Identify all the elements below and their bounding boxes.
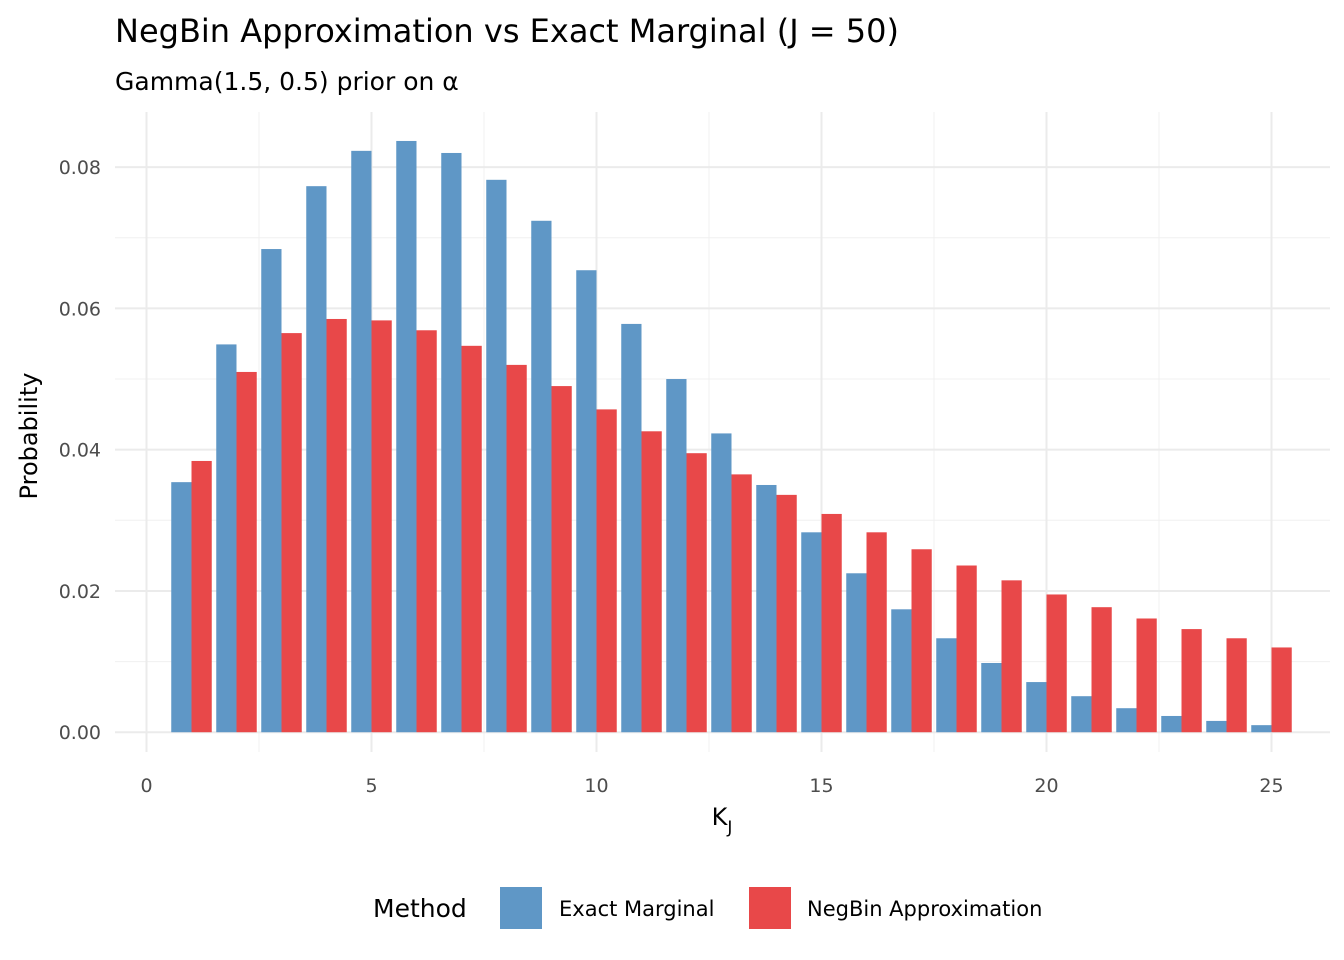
- x-tick-label: 25: [1259, 775, 1283, 797]
- bar-negbin-approximation: [551, 386, 572, 733]
- y-tick-label: 0.08: [59, 157, 101, 179]
- bar-exact-marginal: [1206, 720, 1227, 733]
- bar-negbin-approximation: [1181, 629, 1202, 733]
- bar-exact-marginal: [576, 270, 597, 733]
- bar-exact-marginal: [1071, 696, 1092, 733]
- bar-exact-marginal: [441, 152, 462, 733]
- bar-exact-marginal: [756, 484, 777, 733]
- x-tick-label: 0: [140, 775, 152, 797]
- bar-exact-marginal: [1116, 708, 1137, 733]
- bar-exact-marginal: [306, 186, 327, 733]
- bar-negbin-approximation: [1091, 607, 1112, 733]
- bar-negbin-approximation: [641, 431, 662, 733]
- bar-exact-marginal: [486, 179, 507, 733]
- chart-title: NegBin Approximation vs Exact Marginal (…: [115, 12, 899, 50]
- bar-exact-marginal: [621, 323, 642, 733]
- bar-negbin-approximation: [461, 345, 482, 733]
- bar-exact-marginal: [1251, 725, 1272, 733]
- x-tick-label: 15: [809, 775, 833, 797]
- x-tick-label: 5: [365, 775, 377, 797]
- y-tick-label: 0.06: [59, 298, 101, 320]
- bar-exact-marginal: [1026, 682, 1047, 733]
- y-tick-label: 0.04: [59, 440, 101, 462]
- bar-negbin-approximation: [371, 320, 392, 733]
- bar-negbin-approximation: [1226, 638, 1247, 733]
- bar-negbin-approximation: [596, 409, 617, 733]
- bar-negbin-approximation: [956, 565, 977, 733]
- bar-negbin-approximation: [1136, 618, 1157, 733]
- legend: Method Exact Marginal NegBin Approximati…: [373, 887, 1042, 929]
- bar-exact-marginal: [846, 573, 867, 733]
- bar-negbin-approximation: [731, 474, 752, 733]
- bar-exact-marginal: [531, 220, 552, 733]
- bar-negbin-approximation: [191, 460, 212, 733]
- y-tick-label: 0.02: [59, 581, 101, 603]
- bar-exact-marginal: [936, 638, 957, 733]
- bar-negbin-approximation: [686, 453, 707, 733]
- x-tick-label: 10: [584, 775, 608, 797]
- bar-exact-marginal: [396, 140, 417, 733]
- bar-negbin-approximation: [911, 549, 932, 733]
- bar-negbin-approximation: [776, 494, 797, 733]
- bar-negbin-approximation: [326, 318, 347, 733]
- x-axis-title: KJ: [712, 803, 733, 838]
- legend-label-exact: Exact Marginal: [559, 897, 714, 921]
- x-axis-subscript: J: [726, 818, 732, 838]
- legend-label-negbin: NegBin Approximation: [807, 897, 1042, 921]
- bar-negbin-approximation: [1271, 647, 1292, 733]
- bar-exact-marginal: [801, 532, 822, 733]
- bar-exact-marginal: [891, 609, 912, 733]
- bar-exact-marginal: [261, 249, 282, 733]
- bars: [171, 140, 1292, 733]
- bar-exact-marginal: [171, 482, 192, 733]
- bar-exact-marginal: [216, 344, 237, 733]
- bar-negbin-approximation: [866, 532, 887, 733]
- chart-subtitle: Gamma(1.5, 0.5) prior on α: [115, 67, 459, 96]
- bar-exact-marginal: [351, 150, 372, 733]
- y-axis-title: Probability: [15, 373, 43, 500]
- bar-exact-marginal: [666, 379, 687, 733]
- bar-negbin-approximation: [236, 371, 257, 733]
- ticks: 0 5 10 15 20 25 0.00 0.02 0.04 0.06 0.08: [59, 157, 1284, 797]
- bar-exact-marginal: [981, 662, 1002, 733]
- bar-exact-marginal: [711, 433, 732, 733]
- bar-negbin-approximation: [506, 364, 527, 733]
- bar-negbin-approximation: [281, 333, 302, 733]
- legend-key-exact: [500, 887, 542, 929]
- bar-negbin-approximation: [1046, 594, 1067, 733]
- bar-negbin-approximation: [1001, 580, 1022, 733]
- x-tick-label: 20: [1034, 775, 1058, 797]
- bar-exact-marginal: [1161, 715, 1182, 733]
- legend-title: Method: [373, 894, 467, 923]
- legend-key-negbin: [749, 887, 791, 929]
- bar-negbin-approximation: [416, 330, 437, 733]
- y-tick-label: 0.00: [59, 722, 101, 744]
- bar-negbin-approximation: [821, 513, 842, 733]
